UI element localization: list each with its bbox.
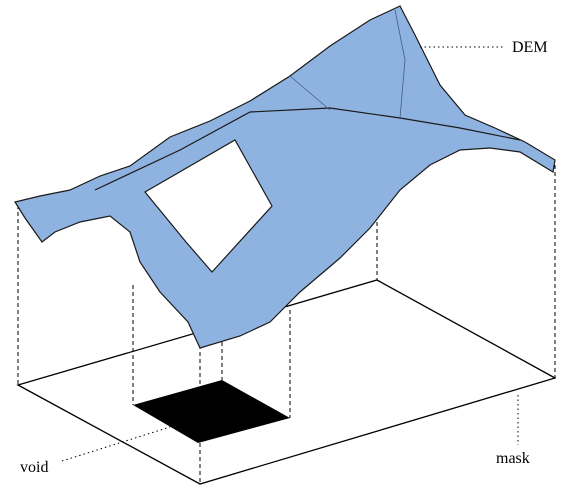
dem-ridge (94, 107, 521, 191)
void-label: void (20, 459, 48, 476)
mask-label: mask (496, 450, 530, 467)
leader-line (61, 426, 171, 462)
dem-label: DEM (512, 39, 548, 56)
dem-surface (14, 5, 556, 349)
void-region (133, 380, 290, 443)
mask-plane (16, 279, 557, 485)
dem-ridge (289, 9, 406, 119)
